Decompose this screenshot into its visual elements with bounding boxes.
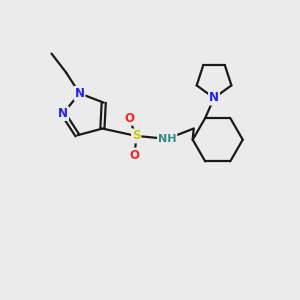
Text: N: N xyxy=(209,92,219,104)
Text: NH: NH xyxy=(158,134,176,144)
Text: S: S xyxy=(132,129,140,142)
Text: O: O xyxy=(124,112,134,125)
Text: O: O xyxy=(130,148,140,162)
Text: N: N xyxy=(74,87,85,100)
Text: N: N xyxy=(58,107,68,120)
